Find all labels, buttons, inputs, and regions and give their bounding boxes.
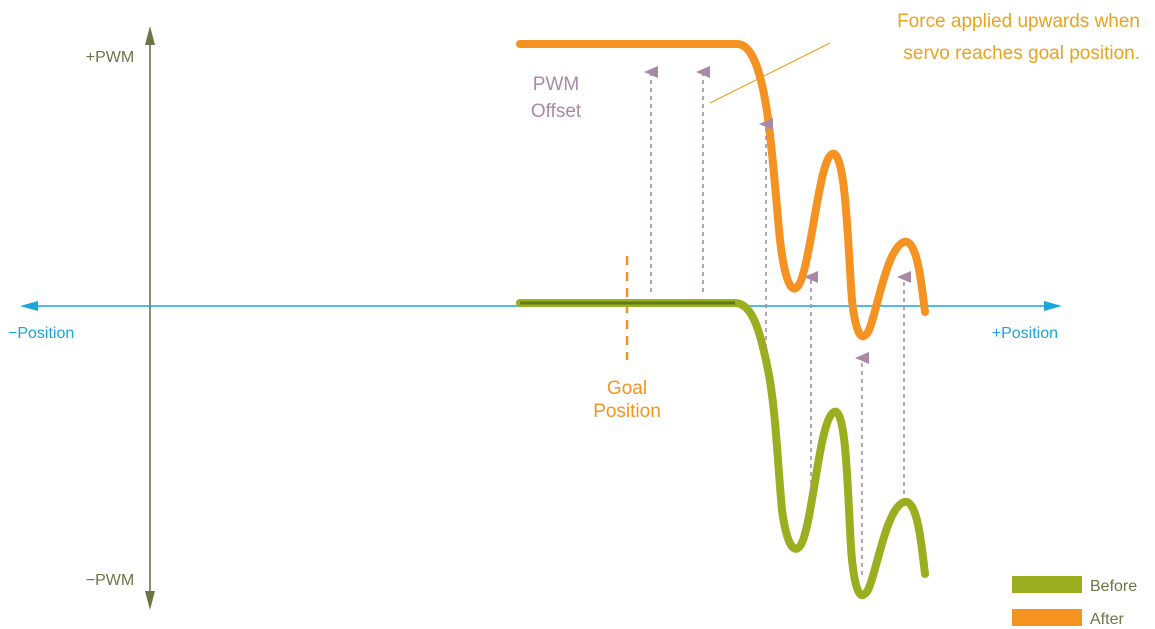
position-axis-right-arrowhead: [1044, 301, 1062, 311]
pwm-negative-label: −PWM: [86, 572, 134, 589]
pwm-offset-label-line2: Offset: [531, 101, 582, 122]
after-curve: [516, 40, 929, 341]
pwm-axis-bottom-arrowhead: [145, 591, 155, 610]
legend-label-after: After: [1090, 611, 1124, 628]
pwm-axis: [145, 26, 155, 610]
annotation-text-line1: Force applied upwards when: [897, 11, 1140, 32]
goal-position-label-line1: Goal: [607, 378, 647, 399]
goal-position-label-line2: Position: [593, 401, 661, 422]
annotation-leader-line: [709, 42, 831, 104]
legend-swatch-after: [1012, 609, 1082, 626]
pwm-offset-arrows: [644, 66, 911, 575]
pwm-axis-top-arrowhead: [145, 26, 155, 45]
legend-swatch-before: [1012, 576, 1082, 593]
pwm-offset-label-line1: PWM: [533, 74, 579, 95]
before-curve: [516, 299, 929, 599]
position-positive-label: +Position: [992, 325, 1058, 342]
legend: Before After: [1012, 576, 1137, 628]
annotation-text-line2: servo reaches goal position.: [903, 43, 1140, 64]
legend-label-before: Before: [1090, 578, 1137, 595]
position-negative-label: −Position: [8, 325, 74, 342]
position-axis-left-arrowhead: [20, 301, 38, 311]
pwm-positive-label: +PWM: [86, 49, 134, 66]
